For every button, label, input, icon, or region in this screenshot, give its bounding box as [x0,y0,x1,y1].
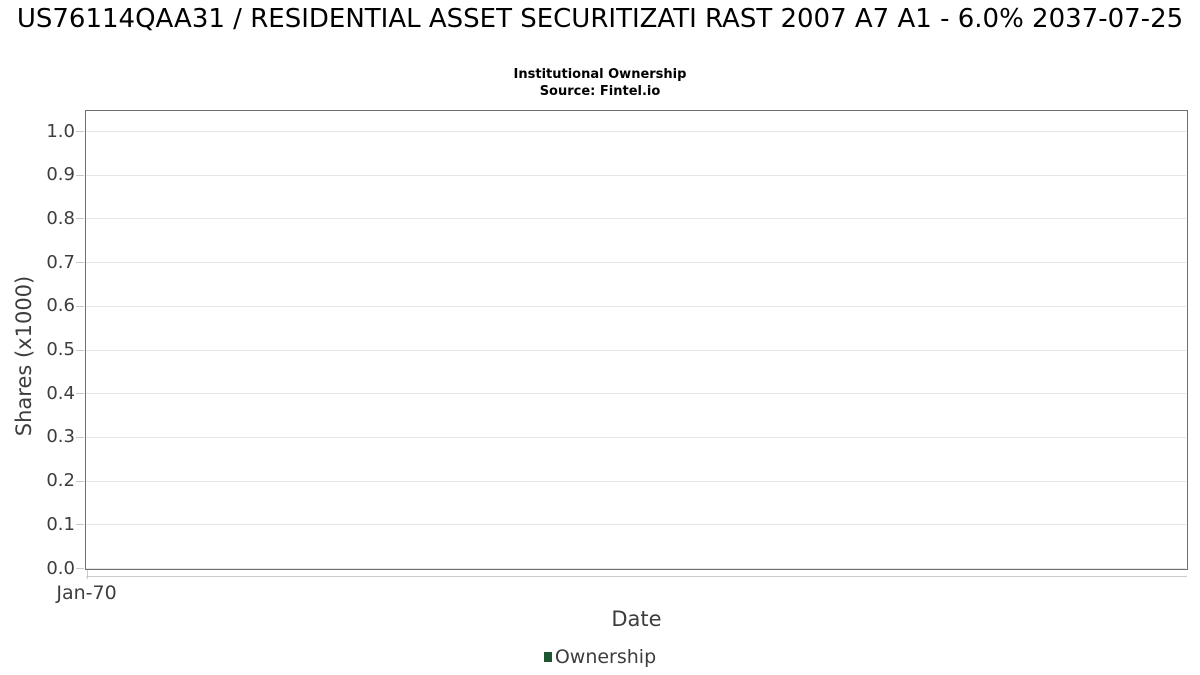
y-tick-label-0.0: 0.0 [46,557,75,579]
x-axis-line [86,576,1187,577]
y-tick-mark-0.5 [76,349,84,351]
gridline-y-1.0 [86,131,1186,132]
y-tick-mark-0.1 [76,524,84,526]
gridline-y-0.3 [86,436,1186,438]
y-tick-label-0.2: 0.2 [46,470,75,492]
y-tick-mark-0.7 [76,262,84,264]
y-tick-label-0.7: 0.7 [46,251,75,273]
x-axis-label: Date [611,607,662,631]
chart-title: US76114QAA31 / RESIDENTIAL ASSET SECURIT… [16,4,1184,34]
y-tick-mark-0.0 [76,568,84,569]
gridline-y-0.0 [86,568,1186,569]
x-tick-label-Jan-70: Jan-70 [56,582,117,604]
gridline-y-0.4 [86,393,1186,395]
y-tick-label-0.5: 0.5 [46,339,75,361]
y-tick-mark-0.8 [76,218,84,220]
y-tick-label-0.8: 0.8 [46,207,75,229]
y-tick-mark-0.2 [76,480,84,482]
chart-source: Source: Fintel.io [539,84,661,99]
gridline-y-0.8 [86,218,1186,220]
y-tick-mark-0.4 [76,393,84,395]
y-tick-label-0.9: 0.9 [46,164,75,186]
gridline-y-0.5 [86,349,1186,351]
legend: Ownership [0,645,1200,669]
x-tick-mark-Jan-70 [86,570,88,579]
y-tick-label-0.4: 0.4 [46,382,75,404]
y-tick-label-0.1: 0.1 [46,513,75,535]
y-tick-mark-1.0 [76,131,84,132]
y-tick-label-0.6: 0.6 [46,295,75,317]
y-tick-label-1.0: 1.0 [46,120,75,142]
y-tick-mark-0.6 [76,305,84,307]
gridline-y-0.7 [86,262,1186,264]
gridline-y-0.2 [86,480,1186,482]
chart-subtitle: Institutional Ownership [513,67,687,82]
gridline-y-0.1 [86,524,1186,526]
y-axis-label: Shares (x1000) [12,275,36,437]
legend-label-ownership: Ownership [554,646,657,668]
gridline-y-0.6 [86,305,1186,307]
gridline-y-0.9 [86,174,1186,176]
y-tick-mark-0.9 [76,174,84,176]
y-tick-mark-0.3 [76,436,84,438]
y-tick-label-0.3: 0.3 [46,426,75,448]
plot-area: 0.0 0.1 0.2 0.3 0.4 0.5 0.6 0.7 0.8 0.9 1.0 Jan-70 [46,110,1188,604]
legend-swatch-ownership [543,652,552,662]
